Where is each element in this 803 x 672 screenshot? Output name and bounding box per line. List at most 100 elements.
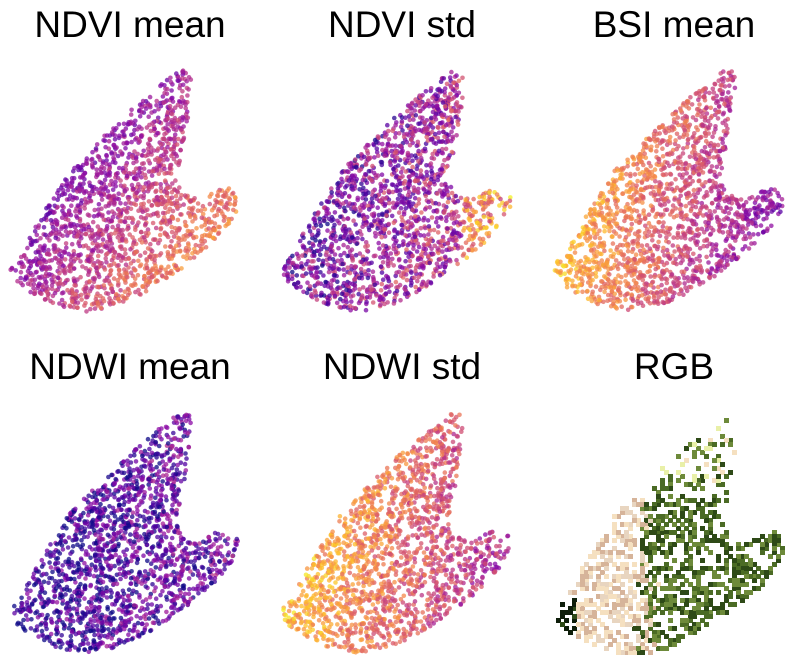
scatter-point bbox=[711, 247, 716, 252]
scatter-point bbox=[317, 217, 322, 222]
scatter-point bbox=[398, 283, 403, 288]
scatter-point bbox=[154, 103, 159, 108]
scatter-point bbox=[666, 240, 671, 245]
scatter-point bbox=[451, 125, 456, 130]
scatter-point bbox=[319, 201, 324, 206]
scatter-point bbox=[416, 159, 421, 164]
scatter-point bbox=[152, 109, 157, 114]
scatter-point bbox=[398, 144, 403, 149]
scatter-point bbox=[624, 273, 629, 278]
scatter-point bbox=[649, 203, 654, 208]
scatter-point bbox=[477, 223, 482, 228]
scatter-plot bbox=[0, 60, 260, 330]
scatter-point bbox=[352, 239, 357, 244]
scatter-point bbox=[98, 158, 103, 163]
scatter-point bbox=[117, 122, 122, 127]
scatter-point bbox=[487, 219, 492, 224]
scatter-point bbox=[430, 152, 435, 157]
scatter-point bbox=[653, 244, 658, 249]
scatter-point bbox=[400, 119, 405, 124]
scatter-point bbox=[438, 215, 443, 220]
scatter-point bbox=[685, 196, 690, 201]
scatter-point bbox=[102, 299, 107, 304]
scatter-point bbox=[638, 218, 643, 223]
scatter-point bbox=[194, 243, 199, 248]
scatter-point bbox=[765, 205, 770, 210]
scatter-point bbox=[349, 294, 354, 299]
scatter-point bbox=[707, 179, 712, 184]
scatter-point bbox=[383, 285, 388, 290]
scatter-point bbox=[374, 293, 379, 298]
scatter-point bbox=[139, 110, 144, 115]
scatter-point bbox=[638, 152, 643, 157]
scatter-point bbox=[344, 184, 349, 189]
scatter-point bbox=[442, 134, 447, 139]
scatter-point bbox=[684, 171, 689, 176]
scatter-point bbox=[287, 265, 292, 270]
scatter-point bbox=[295, 252, 300, 257]
scatter-point bbox=[70, 299, 75, 304]
scatter-point bbox=[415, 167, 420, 172]
scatter-point bbox=[378, 303, 383, 308]
scatter-point bbox=[162, 132, 167, 137]
scatter-point bbox=[166, 250, 171, 255]
scatter-point bbox=[369, 288, 374, 293]
scatter-point bbox=[428, 181, 433, 186]
scatter-point bbox=[99, 181, 104, 186]
scatter-point bbox=[607, 206, 612, 211]
scatter-point bbox=[371, 275, 376, 280]
scatter-point bbox=[387, 201, 392, 206]
scatter-point bbox=[357, 213, 362, 218]
scatter-point bbox=[707, 91, 712, 96]
scatter-point bbox=[420, 282, 425, 287]
scatter-point bbox=[429, 86, 434, 91]
scatter-point bbox=[165, 186, 170, 191]
scatter-point bbox=[363, 172, 368, 177]
scatter-point bbox=[436, 230, 441, 235]
scatter-point bbox=[665, 207, 670, 212]
scatter-point bbox=[419, 210, 424, 215]
scatter-point bbox=[109, 268, 114, 273]
scatter-point bbox=[676, 225, 681, 230]
scatter-point bbox=[189, 207, 194, 212]
scatter-point bbox=[717, 223, 722, 228]
scatter-point bbox=[161, 198, 166, 203]
scatter-point bbox=[174, 194, 179, 199]
scatter-point bbox=[208, 220, 213, 225]
scatter-point bbox=[484, 225, 489, 230]
scatter-point bbox=[116, 278, 121, 283]
scatter-point bbox=[107, 296, 112, 301]
scatter-point bbox=[38, 291, 43, 296]
scatter-point bbox=[400, 200, 405, 205]
scatter-point bbox=[402, 135, 407, 140]
scatter-point bbox=[177, 236, 182, 241]
scatter-point bbox=[403, 292, 408, 297]
scatter-point bbox=[694, 199, 699, 204]
scatter-point bbox=[487, 191, 492, 196]
scatter-point bbox=[380, 172, 385, 177]
scatter-point bbox=[144, 231, 149, 236]
scatter-point bbox=[616, 273, 621, 278]
scatter-point bbox=[141, 149, 146, 154]
scatter-point bbox=[54, 231, 59, 236]
scatter-point bbox=[19, 255, 24, 260]
scatter-point bbox=[620, 243, 625, 248]
scatter-point bbox=[656, 240, 661, 245]
scatter-point bbox=[55, 219, 60, 224]
scatter-point bbox=[765, 211, 770, 216]
scatter-point bbox=[632, 278, 637, 283]
scatter-point bbox=[702, 95, 707, 100]
scatter-point bbox=[650, 233, 655, 238]
scatter-point bbox=[74, 234, 79, 239]
scatter-point bbox=[130, 154, 135, 159]
scatter-point bbox=[686, 183, 691, 188]
scatter-point bbox=[170, 190, 175, 195]
scatter-point bbox=[177, 185, 182, 190]
scatter-point bbox=[320, 263, 325, 268]
scatter-point bbox=[231, 191, 236, 196]
scatter-point bbox=[381, 277, 386, 282]
scatter-point bbox=[454, 236, 459, 241]
scatter-point bbox=[184, 79, 189, 84]
scatter-point bbox=[146, 270, 151, 275]
scatter-point bbox=[132, 149, 137, 154]
